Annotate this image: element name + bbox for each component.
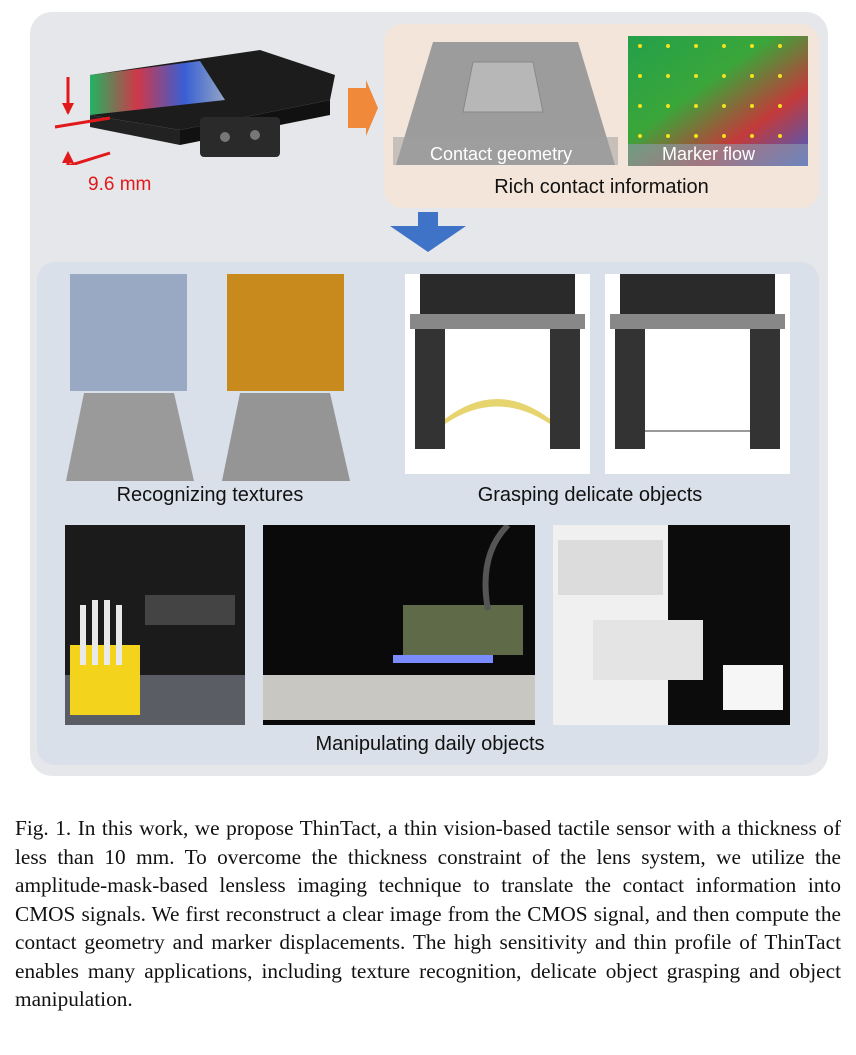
- arrow-down-icon: [390, 212, 466, 252]
- texture-sample-2: [227, 274, 344, 391]
- sensor-photo: [54, 50, 335, 165]
- texture-height-map-1: [66, 393, 194, 481]
- marker-flow-label: Marker flow: [662, 144, 756, 164]
- manipulation-photo-card: [263, 525, 535, 725]
- manipulation-photo-drawer: [553, 525, 790, 725]
- arrow-right-icon: [348, 80, 378, 136]
- texture-height-map-2: [222, 393, 350, 481]
- texture-sample-1: [70, 274, 187, 391]
- manipulation-photo-test-tubes: [65, 525, 245, 725]
- rich-info-label: Rich contact information: [494, 176, 709, 198]
- manipulating-label: Manipulating daily objects: [315, 733, 545, 755]
- marker-flow-image: [628, 36, 808, 166]
- contact-geometry-label: Contact geometry: [430, 144, 573, 164]
- contact-geometry-image: [393, 42, 618, 165]
- thickness-label: 9.6 mm: [88, 174, 152, 195]
- recognizing-label: Recognizing textures: [116, 484, 304, 506]
- grasping-photo-1: [405, 274, 590, 474]
- grasping-label: Grasping delicate objects: [477, 484, 703, 506]
- grasping-photo-2: [605, 274, 790, 474]
- figure-caption: Fig. 1. In this work, we propose ThinTac…: [15, 816, 841, 1011]
